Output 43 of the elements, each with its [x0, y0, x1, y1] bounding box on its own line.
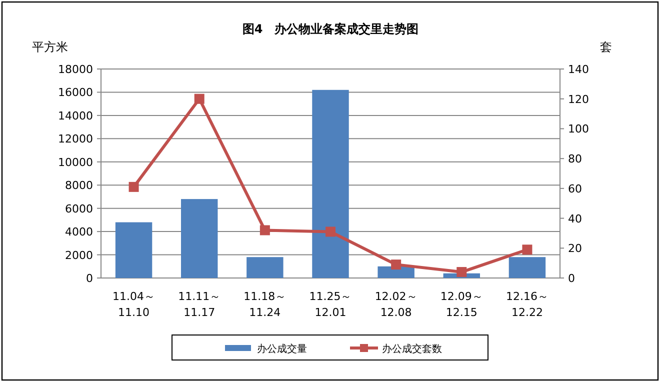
point [391, 260, 402, 270]
bar [180, 199, 218, 278]
x-tick-label: 12.09～ 12.15 [440, 290, 483, 319]
point [456, 267, 467, 278]
point [194, 94, 204, 104]
x-tick-label: 11.04～ 11.10 [112, 290, 156, 319]
x-tick-label: 11.11～ 11.17 [178, 290, 221, 319]
y2-tick-label: 100 [568, 122, 589, 136]
bar [508, 257, 546, 278]
y-tick-label: 6000 [65, 202, 93, 216]
x-tick-label: 12.02～ 12.08 [374, 290, 418, 319]
y-tick-label: 18000 [58, 63, 93, 76]
bar [312, 90, 349, 278]
point [326, 226, 336, 237]
y2-axis-title: 套 [600, 40, 612, 54]
point [260, 225, 270, 236]
bar [115, 222, 152, 278]
y-tick-label: 16000 [58, 86, 93, 100]
bar [378, 266, 414, 278]
legend-label: 办公成交量 [257, 343, 307, 355]
y-tick-label: 12000 [58, 132, 93, 146]
y-tick-label: 14000 [58, 109, 93, 122]
y-axis-title: 平方米 [32, 40, 68, 54]
y2-tick-label: 20 [568, 242, 582, 256]
y2-tick-label: 140 [568, 63, 589, 76]
point [128, 182, 139, 192]
y2-tick-label: 120 [568, 92, 589, 106]
y-tick-label: 10000 [58, 156, 93, 169]
y-tick-label: 0 [86, 272, 93, 285]
y2-tick-label: 80 [568, 152, 582, 166]
y-tick-label: 8000 [65, 179, 93, 192]
chart-title: 图4 办公物业备案成交里走势图 [242, 22, 419, 36]
y2-tick-label: 0 [568, 272, 575, 285]
bar [246, 257, 284, 278]
y-tick-label: 4000 [65, 226, 93, 239]
y-tick-label: 2000 [65, 248, 93, 262]
x-tick-label: 11.18～ 11.24 [244, 290, 286, 319]
x-tick-label: 11.25～ 12.01 [309, 290, 352, 319]
y2-tick-label: 60 [568, 182, 582, 196]
y2-tick-label: 40 [568, 212, 582, 226]
x-tick-label: 12.16～ 12.22 [506, 290, 548, 319]
point [522, 244, 532, 255]
legend-label: 办公成交套数 [382, 343, 442, 355]
